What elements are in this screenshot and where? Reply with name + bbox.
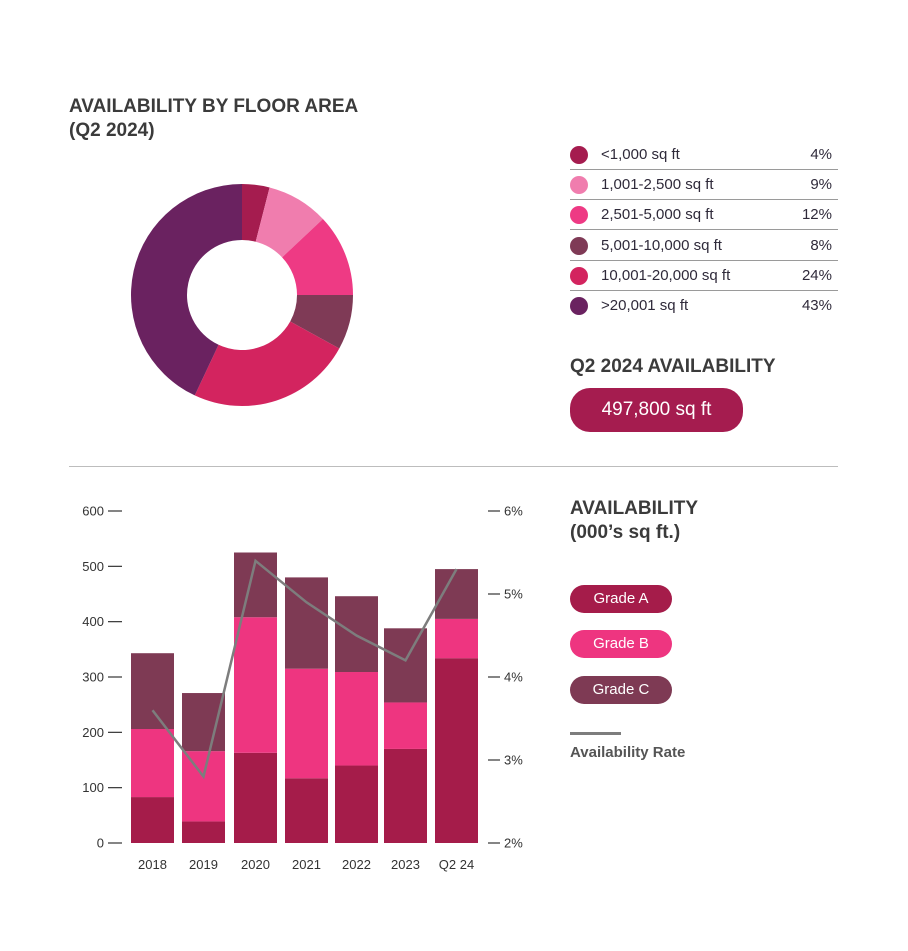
donut-chart: [131, 184, 353, 406]
legend-row: >20,001 sq ft 43%: [570, 290, 838, 320]
legend-row: <1,000 sq ft 4%: [570, 139, 838, 170]
legend-swatch: [570, 297, 588, 315]
bar-title-line-1: AVAILABILITY: [570, 498, 699, 519]
legend-value: 4%: [810, 146, 832, 163]
bar-segment-grade-c: [384, 628, 427, 703]
bar-segment-grade-a: [131, 797, 174, 843]
y2-tick-label: 3%: [504, 753, 523, 768]
bar-segment-grade-c: [131, 653, 174, 730]
bar-segment-grade-b: [435, 618, 478, 659]
bar-segment-grade-c: [182, 693, 225, 752]
y-tick-label: 400: [82, 614, 104, 629]
bar-segment-grade-a: [384, 748, 427, 843]
x-tick-label: Q2 24: [439, 857, 474, 872]
y-tick-label: 600: [82, 504, 104, 519]
bar-segment-grade-c: [285, 577, 328, 669]
x-tick-label: 2020: [241, 857, 270, 872]
bar-segment-grade-a: [335, 765, 378, 843]
legend-value: 12%: [801, 206, 832, 224]
bar-segment-grade-a: [234, 752, 277, 843]
bar-title-line-2: (000’s sq ft.): [570, 522, 681, 543]
availability-rate-line: [151, 558, 458, 780]
bar-segment-grade-b: [234, 617, 277, 753]
y2-tick-label: 6%: [504, 504, 523, 519]
y-tick-label: 100: [82, 780, 104, 795]
legend-swatch: [570, 236, 588, 255]
donut-slice: [242, 184, 270, 242]
legend-grade-b: Grade B: [570, 630, 672, 658]
title-line-1: AVAILABILITY BY FLOOR AREA: [69, 96, 359, 117]
donut-slice: [282, 219, 353, 295]
legend-label: 5,001-10,000 sq ft: [601, 236, 722, 254]
legend-label: <1,000 sq ft: [601, 146, 680, 163]
bar-chart-title: AVAILABILITY (000’s sq ft.): [570, 497, 698, 545]
y2-tick-label: 4%: [504, 670, 523, 685]
legend-value: 43%: [801, 297, 832, 314]
legend-row: 2,501-5,000 sq ft 12%: [570, 199, 838, 231]
legend-label: 10,001-20,000 sq ft: [601, 266, 731, 284]
legend-swatch: [570, 266, 588, 285]
x-tick-label: 2019: [189, 857, 218, 872]
x-tick-label: 2018: [138, 857, 167, 872]
bar-segment-grade-b: [384, 702, 427, 749]
legend-rate-line: [570, 732, 621, 735]
legend-label: 2,501-5,000 sq ft: [601, 206, 714, 224]
availability-heading: Q2 2024 AVAILABILITY: [570, 356, 776, 377]
legend-value: 9%: [810, 176, 832, 194]
y-tick-label: 200: [82, 725, 104, 740]
x-tick-label: 2021: [292, 857, 321, 872]
y2-tick-label: 5%: [504, 587, 523, 602]
bar-segment-grade-a: [285, 778, 328, 843]
legend-row: 10,001-20,000 sq ft 24%: [570, 260, 838, 291]
bar-segment-grade-b: [285, 668, 328, 779]
bar-segment-grade-b: [131, 729, 174, 798]
y-tick-label: 0: [97, 836, 104, 851]
section-divider: [69, 466, 838, 467]
bar-segment-grade-a: [182, 821, 225, 843]
legend-grade-a: Grade A: [570, 585, 672, 613]
legend-label: >20,001 sq ft: [601, 297, 689, 314]
donut-title: AVAILABILITY BY FLOOR AREA (Q2 2024): [69, 95, 358, 143]
bar-segment-grade-b: [182, 751, 225, 822]
legend-value: 8%: [810, 236, 832, 254]
y-tick-label: 500: [82, 559, 104, 574]
donut-slice: [290, 295, 353, 349]
legend-row: 1,001-2,500 sq ft 9%: [570, 169, 838, 201]
legend-swatch: [570, 176, 588, 195]
donut-slice: [255, 187, 323, 258]
bar-segment-grade-b: [335, 672, 378, 766]
y2-tick-label: 2%: [504, 836, 523, 851]
legend-rate-label: Availability Rate: [570, 744, 686, 761]
title-line-2: (Q2 2024): [69, 120, 155, 141]
x-tick-label: 2022: [342, 857, 371, 872]
y-tick-label: 300: [82, 670, 104, 685]
legend-label: 1,001-2,500 sq ft: [601, 176, 714, 194]
donut-slice: [131, 184, 242, 396]
legend-row: 5,001-10,000 sq ft 8%: [570, 230, 838, 261]
legend-grade-c: Grade C: [570, 676, 672, 704]
bar-segment-grade-a: [435, 658, 478, 843]
x-tick-label: 2023: [391, 857, 420, 872]
donut-slice: [194, 321, 340, 406]
legend-swatch: [570, 206, 588, 225]
legend-swatch: [570, 146, 588, 164]
legend-value: 24%: [801, 266, 832, 284]
availability-value-badge: 497,800 sq ft: [570, 388, 743, 432]
